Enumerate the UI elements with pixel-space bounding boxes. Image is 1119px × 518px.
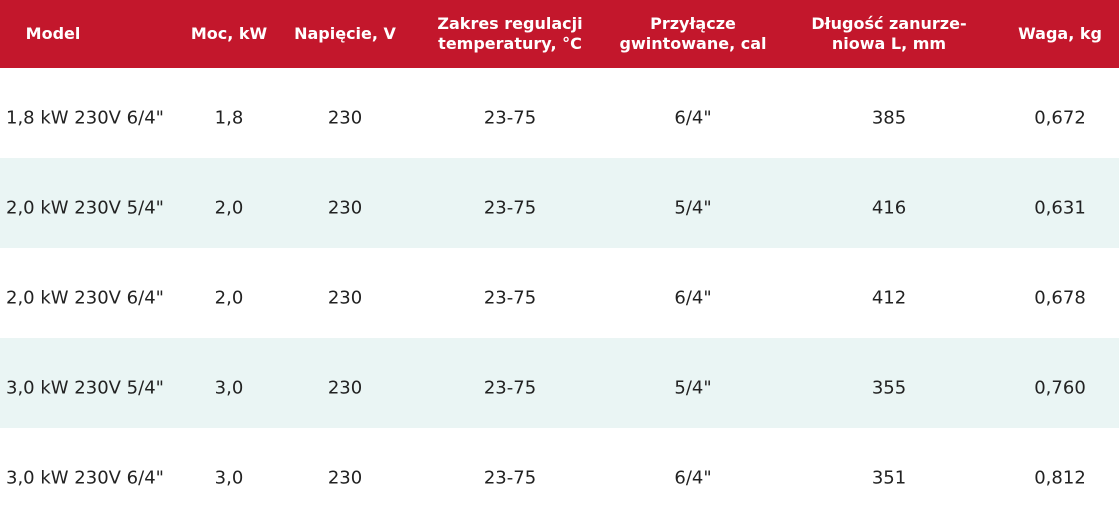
value-cell: 23-75 [483, 197, 537, 219]
header-cell: Moc, kW [191, 24, 267, 44]
value-cell: 230 [327, 467, 363, 489]
header-text: Moc, kW [190, 24, 268, 43]
value-cell: 23-75 [483, 287, 537, 309]
value-cell: 2,0 [214, 287, 244, 309]
value-cell: 416 [871, 197, 907, 219]
value-cell: 412 [871, 287, 907, 309]
value-cell: 0,812 [1034, 467, 1086, 489]
header-text: Waga, kg [1018, 24, 1102, 43]
value-cell: 355 [871, 377, 907, 399]
value-cell: 1,8 [214, 107, 244, 129]
value-cell: 0,678 [1034, 287, 1086, 309]
header-text: temperatury, °C [438, 34, 582, 53]
value-cell: 351 [871, 467, 907, 489]
value-cell: 3,0 [214, 377, 244, 399]
header-cell: Model [26, 24, 81, 44]
table-row [0, 68, 1119, 158]
header-text: Model [25, 24, 81, 43]
header-cell: Napięcie, V [294, 24, 396, 44]
value-cell: 3,0 [214, 467, 244, 489]
header-text: Zakres regulacji [437, 14, 583, 33]
value-cell: 385 [871, 107, 907, 129]
model-cell: 1,8 kW 230V 6/4" [6, 107, 164, 129]
spec-table: Model Moc, kW Napięcie, V Zakres regulacji t… [0, 0, 1119, 489]
header-text: Długość zanurze- [811, 14, 967, 33]
value-cell: 230 [327, 197, 363, 219]
value-cell: 23-75 [483, 107, 537, 129]
value-cell: 23-75 [483, 467, 537, 489]
value-cell: 230 [327, 287, 363, 309]
value-cell: 2,0 [214, 197, 244, 219]
model-cell: 2,0 kW 230V 6/4" [6, 287, 164, 309]
header-cell: Waga, kg [1018, 24, 1102, 44]
header-text: niowa L, mm [831, 34, 947, 53]
value-cell: 5/4" [674, 197, 712, 219]
value-cell: 5/4" [674, 377, 712, 399]
header-text: Przyłącze [650, 14, 736, 33]
table-row [0, 428, 1119, 518]
header-cell: Zakres regulacji temperatury, °C [437, 14, 582, 54]
value-cell: 230 [327, 377, 363, 399]
value-cell: 0,672 [1034, 107, 1086, 129]
header-cell: Długość zanurze-niowa L, mm [811, 14, 966, 54]
model-cell: 2,0 kW 230V 5/4" [6, 197, 164, 219]
header-bar [0, 0, 1119, 68]
table-row [0, 338, 1119, 428]
model-cell: 3,0 kW 230V 6/4" [6, 467, 164, 489]
table-row [0, 158, 1119, 248]
header-text: Napięcie, V [294, 24, 396, 43]
value-cell: 6/4" [674, 467, 712, 489]
value-cell: 230 [327, 107, 363, 129]
value-cell: 6/4" [674, 287, 712, 309]
value-cell: 23-75 [483, 377, 537, 399]
table-row [0, 248, 1119, 338]
value-cell: 6/4" [674, 107, 712, 129]
header-text: gwintowane, cal [619, 34, 767, 53]
value-cell: 0,760 [1034, 377, 1086, 399]
model-cell: 3,0 kW 230V 5/4" [6, 377, 164, 399]
value-cell: 0,631 [1034, 197, 1086, 219]
header-cell: Przyłącze gwintowane, cal [620, 14, 767, 54]
